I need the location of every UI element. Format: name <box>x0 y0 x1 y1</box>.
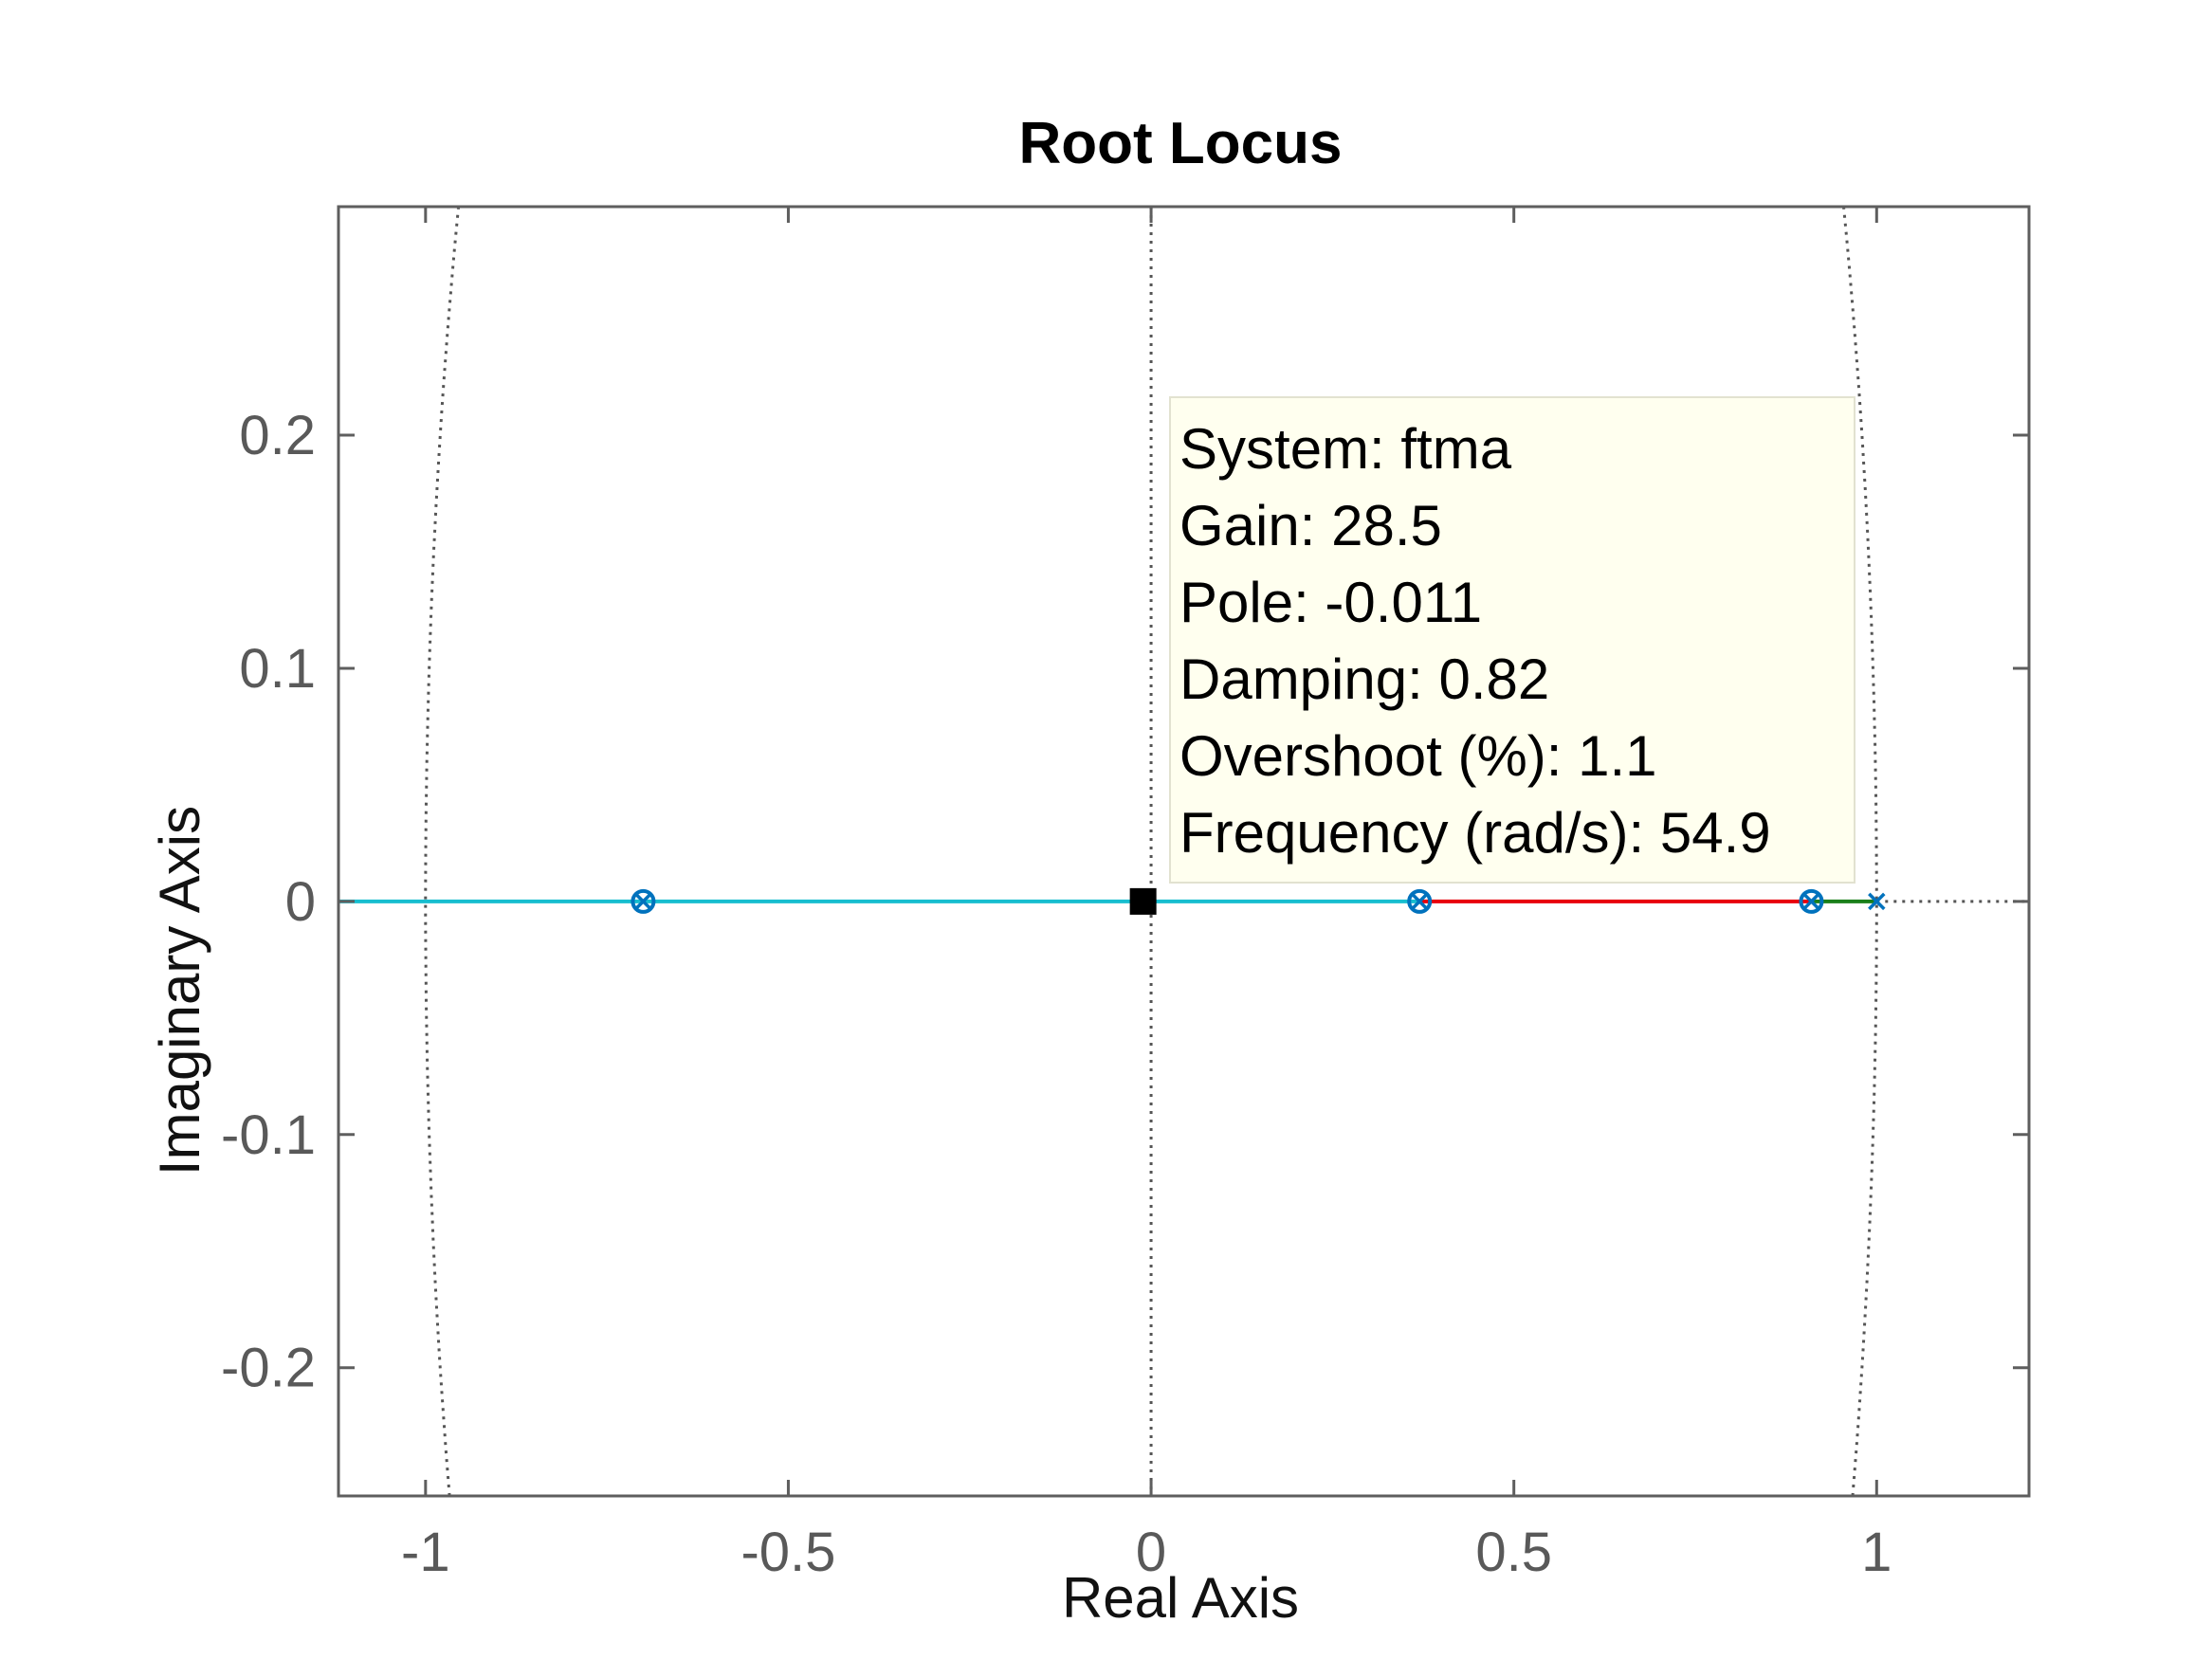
y-tick-label: 0.1 <box>239 638 316 700</box>
x-tick-label: -1 <box>401 1522 450 1583</box>
axis-ticks: -1 -0.5 0 0.5 1 -0.2 -0.1 0 0.1 0.2 <box>221 207 2029 1583</box>
pole-marker-2 <box>1410 892 1429 911</box>
selected-point-marker <box>1129 887 1157 915</box>
data-tip[interactable]: System: ftma Gain: 28.5 Pole: -0.011 Dampin… <box>1129 396 1856 915</box>
pole-marker-3 <box>1802 892 1820 911</box>
y-tick-label: 0.2 <box>239 405 316 466</box>
data-tip-line: Frequency (rad/s): 54.9 <box>1179 801 1771 865</box>
zero-marker-3 <box>1799 888 1824 914</box>
x-axis-label: Real Axis <box>1062 1566 1299 1630</box>
x-tick-label: 1 <box>1861 1522 1892 1583</box>
plot-frame <box>337 205 2031 1498</box>
y-tick-label: 0 <box>285 871 316 933</box>
x-tick-label: 0.5 <box>1475 1522 1552 1583</box>
x-tick-label: 0 <box>1136 1522 1166 1583</box>
data-tip-line: System: ftma <box>1179 417 1512 481</box>
data-tip-line: Gain: 28.5 <box>1179 494 1442 557</box>
x-tick-label: -0.5 <box>740 1522 835 1583</box>
unit-circle-right-arc <box>1842 206 1878 1497</box>
chart-title: Root Locus <box>1019 111 1343 176</box>
pole-zero-markers <box>631 888 1886 914</box>
y-axis-label: Imaginary Axis <box>148 806 211 1176</box>
unit-circle-left-arc <box>424 206 461 1497</box>
y-tick-label: -0.1 <box>221 1104 316 1166</box>
zero-marker-2 <box>1407 888 1433 914</box>
data-tip-line: Damping: 0.82 <box>1179 647 1549 711</box>
unit-circle-guides <box>424 206 2029 1497</box>
zero-marker-1 <box>631 888 656 914</box>
pole-marker-4 <box>1868 892 1886 911</box>
data-tip-line: Overshoot (%): 1.1 <box>1179 724 1657 788</box>
data-tip-box <box>1169 396 1856 884</box>
y-tick-label: -0.2 <box>221 1338 316 1399</box>
data-tip-line: Pole: -0.011 <box>1179 571 1482 634</box>
pole-marker-1 <box>634 892 652 911</box>
